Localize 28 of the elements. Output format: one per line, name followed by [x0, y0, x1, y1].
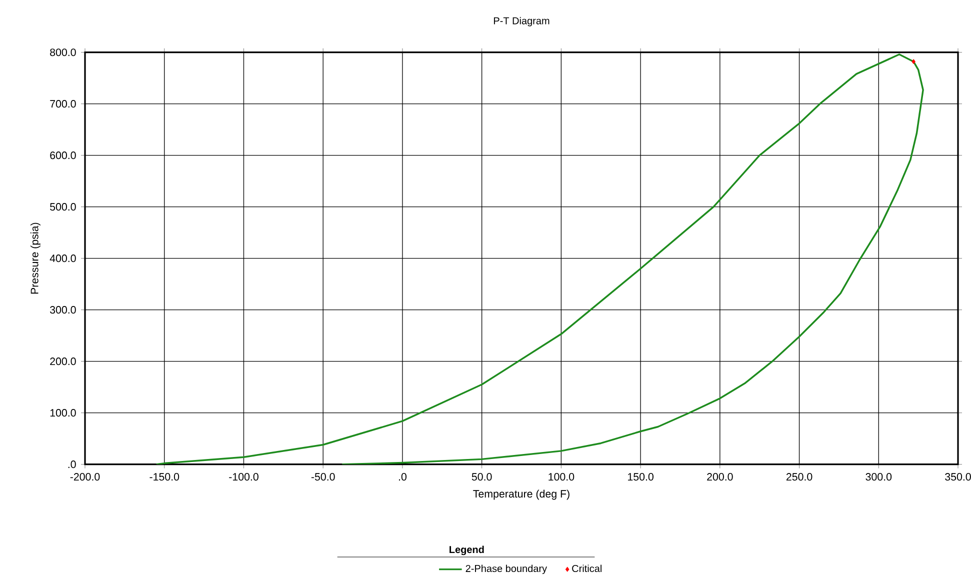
y-tick-label: 200.0	[50, 358, 76, 366]
y-axis-title: Pressure (psia)	[30, 222, 40, 294]
x-tick-label: 350.0	[945, 473, 971, 481]
x-tick-label: -50.0	[311, 473, 335, 481]
x-tick-label: .0	[398, 473, 406, 481]
x-tick-label: 250.0	[786, 473, 812, 481]
y-tick-label: 500.0	[50, 203, 76, 211]
line-series	[156, 54, 924, 464]
y-tick-label: 300.0	[50, 306, 76, 314]
x-tick-label: 200.0	[707, 473, 733, 481]
x-tick-label: 150.0	[628, 473, 654, 481]
y-tick-label: 100.0	[50, 409, 76, 417]
chart-title: P-T Diagram	[494, 16, 550, 26]
legend-title: Legend	[450, 546, 484, 556]
x-axis-title: Temperature (deg F)	[473, 490, 570, 500]
legend-label: 2-Phase boundary	[466, 564, 548, 574]
y-tick-label: 400.0	[50, 254, 76, 262]
y-tick-label: .0	[68, 460, 76, 468]
y-tick-label: 800.0	[50, 48, 76, 56]
x-tick-label: 50.0	[472, 473, 492, 481]
x-tick-label: 100.0	[548, 473, 574, 481]
x-tick-label: 300.0	[866, 473, 892, 481]
legend-label: Critical	[572, 564, 602, 572]
x-tick-label: -150.0	[150, 473, 180, 481]
x-tick-label: -100.0	[229, 473, 258, 481]
y-tick-label: 700.0	[50, 100, 76, 108]
y-tick-label: 600.0	[50, 152, 76, 160]
x-tick-label: -200.0	[70, 473, 100, 481]
